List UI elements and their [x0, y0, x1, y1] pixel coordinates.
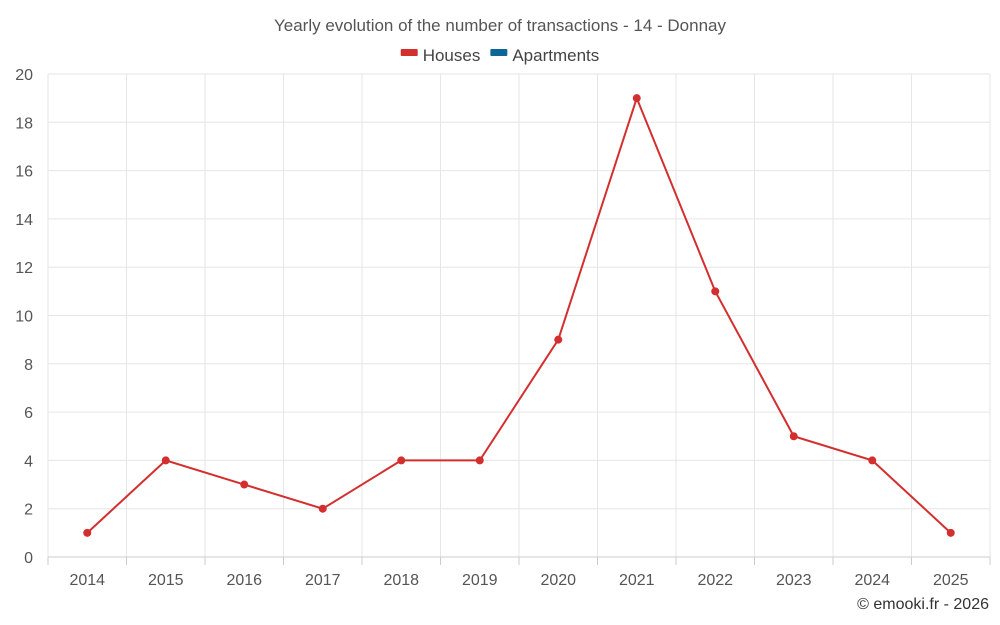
- data-point-houses[interactable]: [397, 456, 406, 465]
- data-point-houses[interactable]: [789, 432, 798, 441]
- legend: Houses Apartments: [400, 46, 599, 65]
- data-point-houses[interactable]: [946, 528, 955, 537]
- x-tick-label: 2024: [854, 572, 890, 589]
- x-tick-label: 2023: [776, 572, 812, 589]
- legend-item-houses[interactable]: Houses: [400, 46, 481, 65]
- series-layer: [83, 94, 955, 537]
- y-tick-label: 4: [24, 453, 33, 470]
- series-line-houses: [86, 95, 952, 534]
- x-tick-label: 2020: [540, 572, 576, 589]
- data-point-houses[interactable]: [711, 287, 720, 296]
- x-tick-label: 2015: [148, 572, 184, 589]
- y-tick-label: 20: [15, 67, 33, 84]
- data-point-houses[interactable]: [554, 335, 563, 344]
- x-axis-ticks: 2014 2015 2016 2017 2018 2019 2020 2021 2022 2023…: [47, 557, 991, 589]
- chart-title: Yearly evolution of the number of transa…: [274, 16, 727, 35]
- x-tick-label: 2019: [462, 572, 498, 589]
- legend-item-apartments[interactable]: Apartments: [490, 46, 599, 65]
- y-tick-label: 14: [15, 212, 33, 229]
- x-tick-label: 2021: [619, 572, 655, 589]
- data-point-houses[interactable]: [868, 456, 877, 465]
- legend-label: Houses: [423, 46, 481, 65]
- y-tick-label: 12: [15, 260, 33, 277]
- x-tick-label: 2018: [383, 572, 419, 589]
- y-axis-ticks: 0 2 4 6 8 10 12 14 16 18 20: [15, 67, 33, 567]
- x-tick-label: 2014: [69, 572, 105, 589]
- x-tick-label: 2017: [305, 572, 341, 589]
- data-point-houses[interactable]: [318, 504, 327, 513]
- x-tick-label: 2022: [697, 572, 733, 589]
- y-tick-label: 8: [24, 357, 33, 374]
- data-point-houses[interactable]: [240, 480, 249, 489]
- y-tick-label: 10: [15, 309, 33, 326]
- legend-swatch: [400, 49, 418, 56]
- y-tick-label: 18: [15, 115, 33, 132]
- x-tick-label: 2025: [933, 572, 969, 589]
- y-tick-label: 0: [24, 550, 33, 567]
- data-point-houses[interactable]: [632, 94, 641, 103]
- data-point-houses[interactable]: [475, 456, 484, 465]
- y-tick-label: 6: [24, 405, 33, 422]
- data-point-houses[interactable]: [161, 456, 170, 465]
- x-tick-label: 2016: [226, 572, 262, 589]
- y-tick-label: 16: [15, 164, 33, 181]
- data-point-houses[interactable]: [83, 528, 92, 537]
- legend-label: Apartments: [512, 46, 599, 65]
- y-tick-label: 2: [24, 502, 33, 519]
- credit-text: © emooki.fr - 2026: [857, 596, 989, 613]
- legend-swatch: [490, 49, 508, 56]
